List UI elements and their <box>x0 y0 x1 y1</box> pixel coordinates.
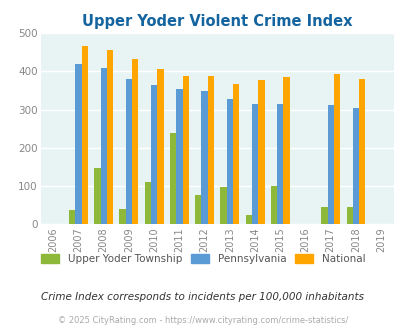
Bar <box>333 74 339 224</box>
Bar <box>270 186 277 224</box>
Bar <box>283 78 289 224</box>
Text: Crime Index corresponds to incidents per 100,000 inhabitants: Crime Index corresponds to incidents per… <box>41 292 364 302</box>
Bar <box>182 76 188 224</box>
Bar <box>345 207 352 224</box>
Bar <box>119 209 126 224</box>
Bar <box>352 108 358 224</box>
Bar <box>75 64 81 224</box>
Bar <box>277 104 283 224</box>
Bar <box>144 182 151 224</box>
Bar <box>245 215 251 224</box>
Bar <box>327 105 333 224</box>
Bar <box>69 210 75 224</box>
Bar <box>251 104 258 224</box>
Bar <box>207 76 213 224</box>
Bar <box>358 79 364 224</box>
Bar <box>201 91 207 224</box>
Bar <box>232 84 239 224</box>
Bar <box>258 80 264 224</box>
Bar <box>195 195 201 224</box>
Bar <box>176 89 182 224</box>
Bar <box>126 79 132 224</box>
Text: © 2025 CityRating.com - https://www.cityrating.com/crime-statistics/: © 2025 CityRating.com - https://www.city… <box>58 316 347 325</box>
Bar <box>169 133 176 224</box>
Bar <box>151 85 157 224</box>
Bar <box>107 50 113 224</box>
Bar <box>81 46 88 224</box>
Bar <box>220 187 226 224</box>
Bar <box>320 207 327 224</box>
Bar <box>132 59 138 224</box>
Bar <box>100 68 107 224</box>
Title: Upper Yoder Violent Crime Index: Upper Yoder Violent Crime Index <box>82 14 352 29</box>
Bar <box>94 168 100 224</box>
Bar <box>157 69 163 224</box>
Bar <box>226 99 232 224</box>
Legend: Upper Yoder Township, Pennsylvania, National: Upper Yoder Township, Pennsylvania, Nati… <box>38 251 367 267</box>
